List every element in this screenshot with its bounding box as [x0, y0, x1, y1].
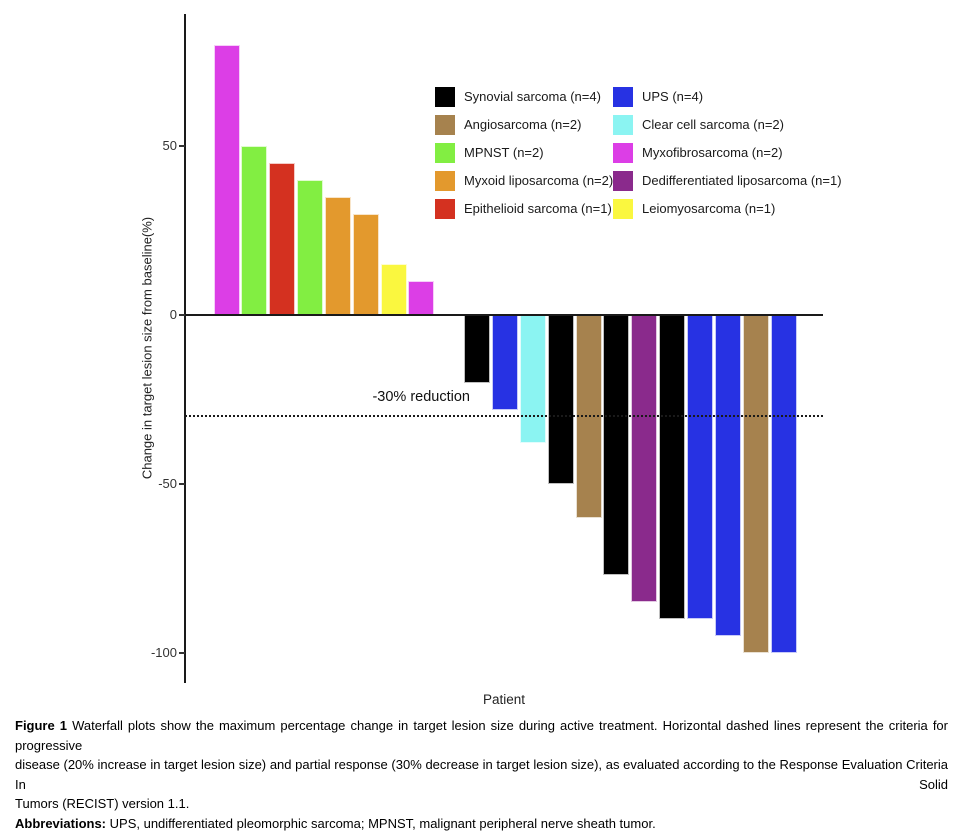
legend-swatch-icon [613, 115, 633, 135]
bar-patient-2 [241, 146, 267, 315]
x-axis-title: Patient [185, 692, 823, 707]
bar-patient-8 [408, 281, 434, 315]
legend-label: Angiosarcoma (n=2) [464, 117, 581, 133]
figure-caption: Figure 1 Waterfall plots show the maximu… [15, 716, 948, 833]
bar-patient-11 [492, 315, 518, 410]
legend-label: Leiomyosarcoma (n=1) [642, 201, 775, 217]
legend-swatch-icon [435, 87, 455, 107]
legend-label: Synovial sarcoma (n=4) [464, 89, 601, 105]
waterfall-chart: Change in target lesion size from baseli… [0, 0, 963, 712]
legend-swatch-icon [613, 87, 633, 107]
bar-patient-19 [715, 315, 741, 636]
y-tick-label: 0 [131, 307, 177, 323]
bar-patient-5 [325, 197, 351, 315]
legend-swatch-icon [435, 115, 455, 135]
bar-patient-20 [743, 315, 769, 653]
y-tick-label: -100 [131, 645, 177, 661]
y-tick-label: 50 [131, 138, 177, 154]
abbreviations-label: Abbreviations: [15, 816, 106, 831]
bar-patient-12 [520, 315, 546, 443]
caption-line-3: Tumors (RECIST) version 1.1. [15, 794, 948, 814]
reduction-dashed-line [185, 415, 823, 417]
legend-label: Clear cell sarcoma (n=2) [642, 117, 784, 133]
legend-swatch-icon [613, 171, 633, 191]
legend-label: UPS (n=4) [642, 89, 703, 105]
caption-text-1: Waterfall plots show the maximum percent… [15, 718, 948, 753]
y-tick-mark [179, 145, 185, 147]
legend-label: MPNST (n=2) [464, 145, 544, 161]
legend-label: Dedifferentiated liposarcoma (n=1) [642, 173, 842, 189]
y-tick-mark [179, 652, 185, 654]
bar-patient-16 [631, 315, 657, 602]
bar-patient-4 [297, 180, 323, 315]
legend-swatch-icon [435, 199, 455, 219]
legend-swatch-icon [613, 199, 633, 219]
bar-patient-1 [214, 45, 240, 315]
caption-line-2: disease (20% increase in target lesion s… [15, 755, 948, 794]
bar-patient-3 [269, 163, 295, 315]
y-axis-line [184, 14, 186, 683]
bar-patient-21 [771, 315, 797, 653]
bar-patient-17 [659, 315, 685, 619]
reduction-annotation: -30% reduction [330, 389, 470, 405]
bar-patient-18 [687, 315, 713, 619]
abbreviations-text: UPS, undifferentiated pleomorphic sarcom… [110, 816, 656, 831]
y-tick-mark [179, 483, 185, 485]
bar-patient-10 [464, 315, 490, 383]
y-tick-label: -50 [131, 476, 177, 492]
caption-line-4: Abbreviations: UPS, undifferentiated ple… [15, 814, 948, 833]
legend-label: Myxoid liposarcoma (n=2) [464, 173, 613, 189]
bar-patient-15 [603, 315, 629, 575]
waterfall-figure: Change in target lesion size from baseli… [0, 0, 963, 798]
bar-patient-6 [353, 214, 379, 315]
figure-label: Figure 1 [15, 718, 67, 733]
zero-baseline-line [185, 314, 823, 316]
y-axis-title: Change in target lesion size from baseli… [140, 217, 155, 479]
bar-patient-7 [381, 264, 407, 315]
legend-swatch-icon [435, 143, 455, 163]
legend-label: Epithelioid sarcoma (n=1) [464, 201, 612, 217]
legend-label: Myxofibrosarcoma (n=2) [642, 145, 783, 161]
caption-line-1: Figure 1 Waterfall plots show the maximu… [15, 716, 948, 755]
bar-patient-13 [548, 315, 574, 484]
legend-swatch-icon [613, 143, 633, 163]
legend-swatch-icon [435, 171, 455, 191]
